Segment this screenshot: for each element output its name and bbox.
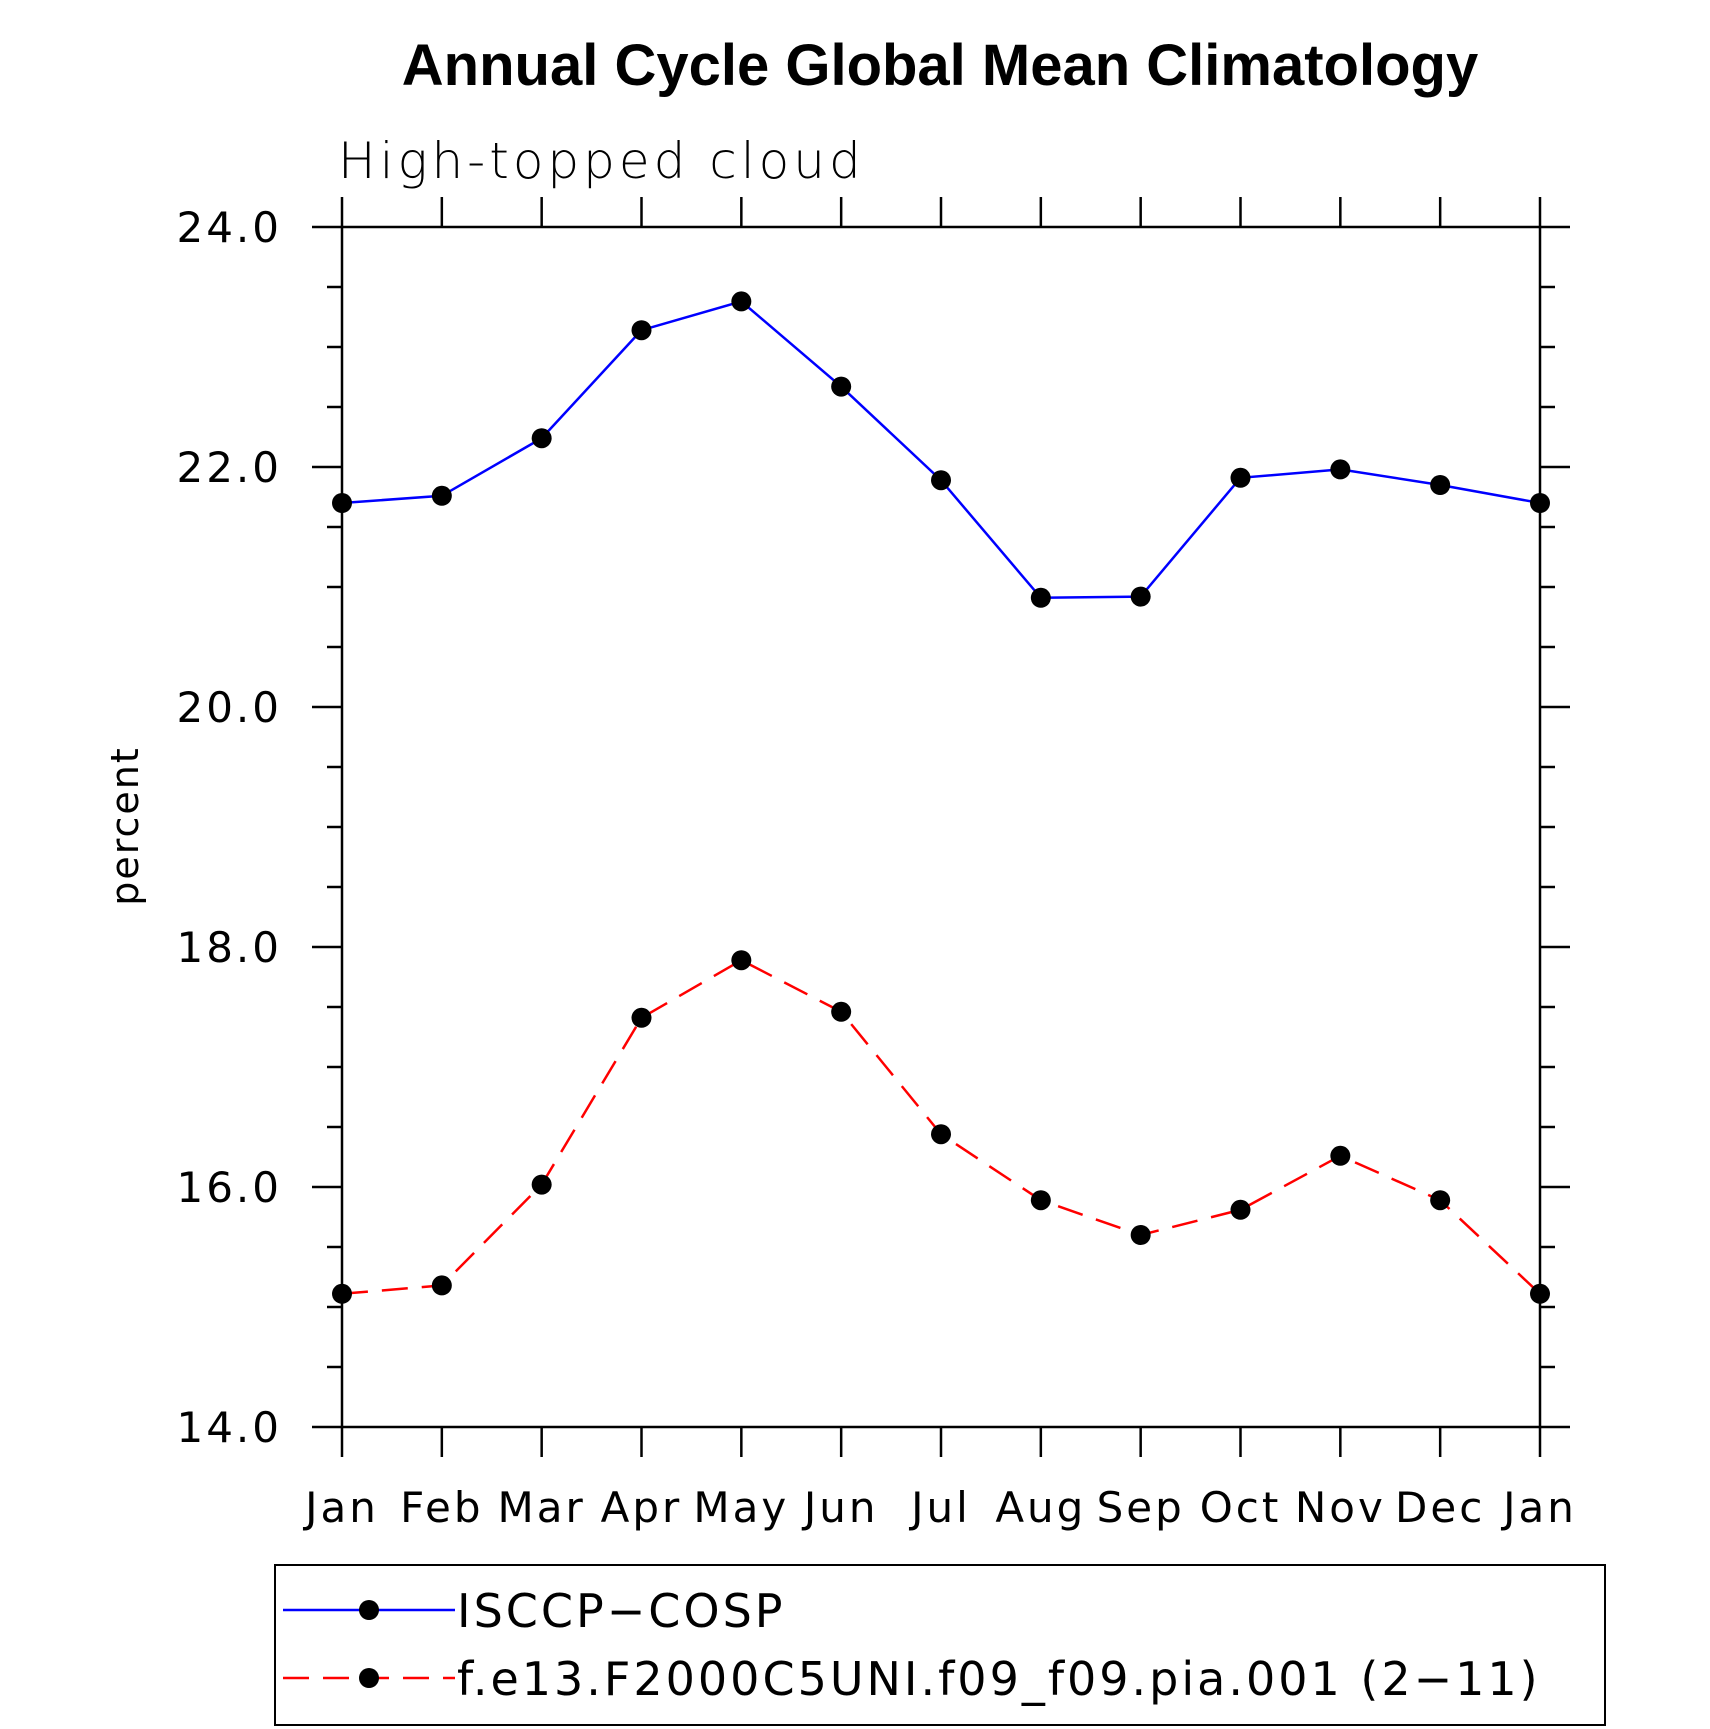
x-tick-label: Dec bbox=[1395, 1483, 1485, 1532]
data-point bbox=[931, 470, 951, 491]
y-tick-label: 22.0 bbox=[176, 443, 282, 492]
x-tick-label: Apr bbox=[601, 1483, 683, 1532]
x-tick-label: Jul bbox=[908, 1483, 971, 1532]
x-tick-label: Jan bbox=[1500, 1483, 1577, 1532]
x-tick-label: Feb bbox=[400, 1483, 483, 1532]
data-point bbox=[1230, 1199, 1251, 1220]
x-tick-label: Sep bbox=[1097, 1483, 1185, 1532]
plot-border bbox=[340, 225, 1542, 1429]
data-point bbox=[731, 950, 752, 971]
x-tick-label: Mar bbox=[498, 1483, 586, 1532]
legend: ISCCP−COSP f.e13.F2000C5UNI.f09_f09.pia.0… bbox=[274, 1564, 1606, 1726]
legend-label: ISCCP−COSP bbox=[457, 1584, 786, 1638]
legend-label: f.e13.F2000C5UNI.f09_f09.pia.001 (2−11) bbox=[457, 1652, 1541, 1706]
x-tick-label: May bbox=[693, 1483, 789, 1532]
y-tick-label: 14.0 bbox=[176, 1403, 282, 1452]
series-1 bbox=[332, 291, 1550, 608]
data-point bbox=[1030, 587, 1051, 608]
y-axis-ticks bbox=[312, 225, 1570, 1429]
x-tick-label: Aug bbox=[995, 1483, 1086, 1532]
data-point bbox=[731, 291, 752, 312]
series-layer bbox=[332, 291, 1550, 1304]
data-point bbox=[1530, 493, 1550, 513]
data-point bbox=[1130, 1225, 1151, 1245]
data-point bbox=[332, 493, 352, 513]
data-point bbox=[831, 1001, 852, 1022]
series-line bbox=[341, 300, 1541, 600]
y-axis-tick-labels: 14.0 16.0 18.0 20.0 22.0 24.0 bbox=[176, 203, 282, 1452]
chart-subtitle: High-topped cloud bbox=[338, 132, 865, 190]
legend-marker bbox=[359, 1668, 379, 1688]
x-tick-label: Jan bbox=[302, 1483, 379, 1532]
x-tick-label: Nov bbox=[1295, 1483, 1386, 1532]
data-point bbox=[1330, 1145, 1351, 1166]
y-tick-label: 20.0 bbox=[176, 683, 282, 732]
x-axis-tick-labels: Jan Feb Mar Apr May Jun Jul Aug Sep Oct Nov Dec Jan bbox=[302, 1483, 1577, 1532]
data-point bbox=[1130, 586, 1151, 607]
data-point bbox=[431, 1275, 452, 1296]
legend-box bbox=[274, 1564, 1606, 1726]
y-tick-label: 18.0 bbox=[176, 923, 282, 972]
legend-marker bbox=[359, 1600, 379, 1620]
x-tick-label: Jun bbox=[801, 1483, 879, 1532]
legend-item-1: ISCCP−COSP bbox=[283, 1584, 786, 1638]
legend-item-2: f.e13.F2000C5UNI.f09_f09.pia.001 (2−11) bbox=[283, 1652, 1541, 1706]
data-point bbox=[1430, 1190, 1451, 1211]
data-point bbox=[332, 1283, 352, 1304]
data-point bbox=[531, 1174, 552, 1195]
data-point bbox=[431, 485, 452, 506]
series-2 bbox=[332, 950, 1550, 1304]
data-point bbox=[931, 1124, 951, 1145]
data-point bbox=[1230, 467, 1251, 488]
data-point bbox=[1030, 1190, 1051, 1211]
data-point bbox=[531, 428, 552, 449]
plot-frame bbox=[340, 225, 1542, 1429]
data-point bbox=[1430, 475, 1451, 495]
chart-title: Annual Cycle Global Mean Climatology bbox=[402, 33, 1478, 98]
y-tick-label: 16.0 bbox=[176, 1163, 282, 1212]
data-point bbox=[1530, 1283, 1550, 1304]
x-tick-label: Oct bbox=[1200, 1483, 1282, 1532]
data-point bbox=[1330, 459, 1351, 480]
x-axis-ticks bbox=[340, 197, 1542, 1457]
data-point bbox=[631, 1007, 652, 1028]
data-point bbox=[831, 376, 852, 397]
y-tick-label: 24.0 bbox=[176, 203, 282, 252]
data-point bbox=[631, 320, 652, 341]
y-axis-label: percent bbox=[103, 746, 147, 906]
